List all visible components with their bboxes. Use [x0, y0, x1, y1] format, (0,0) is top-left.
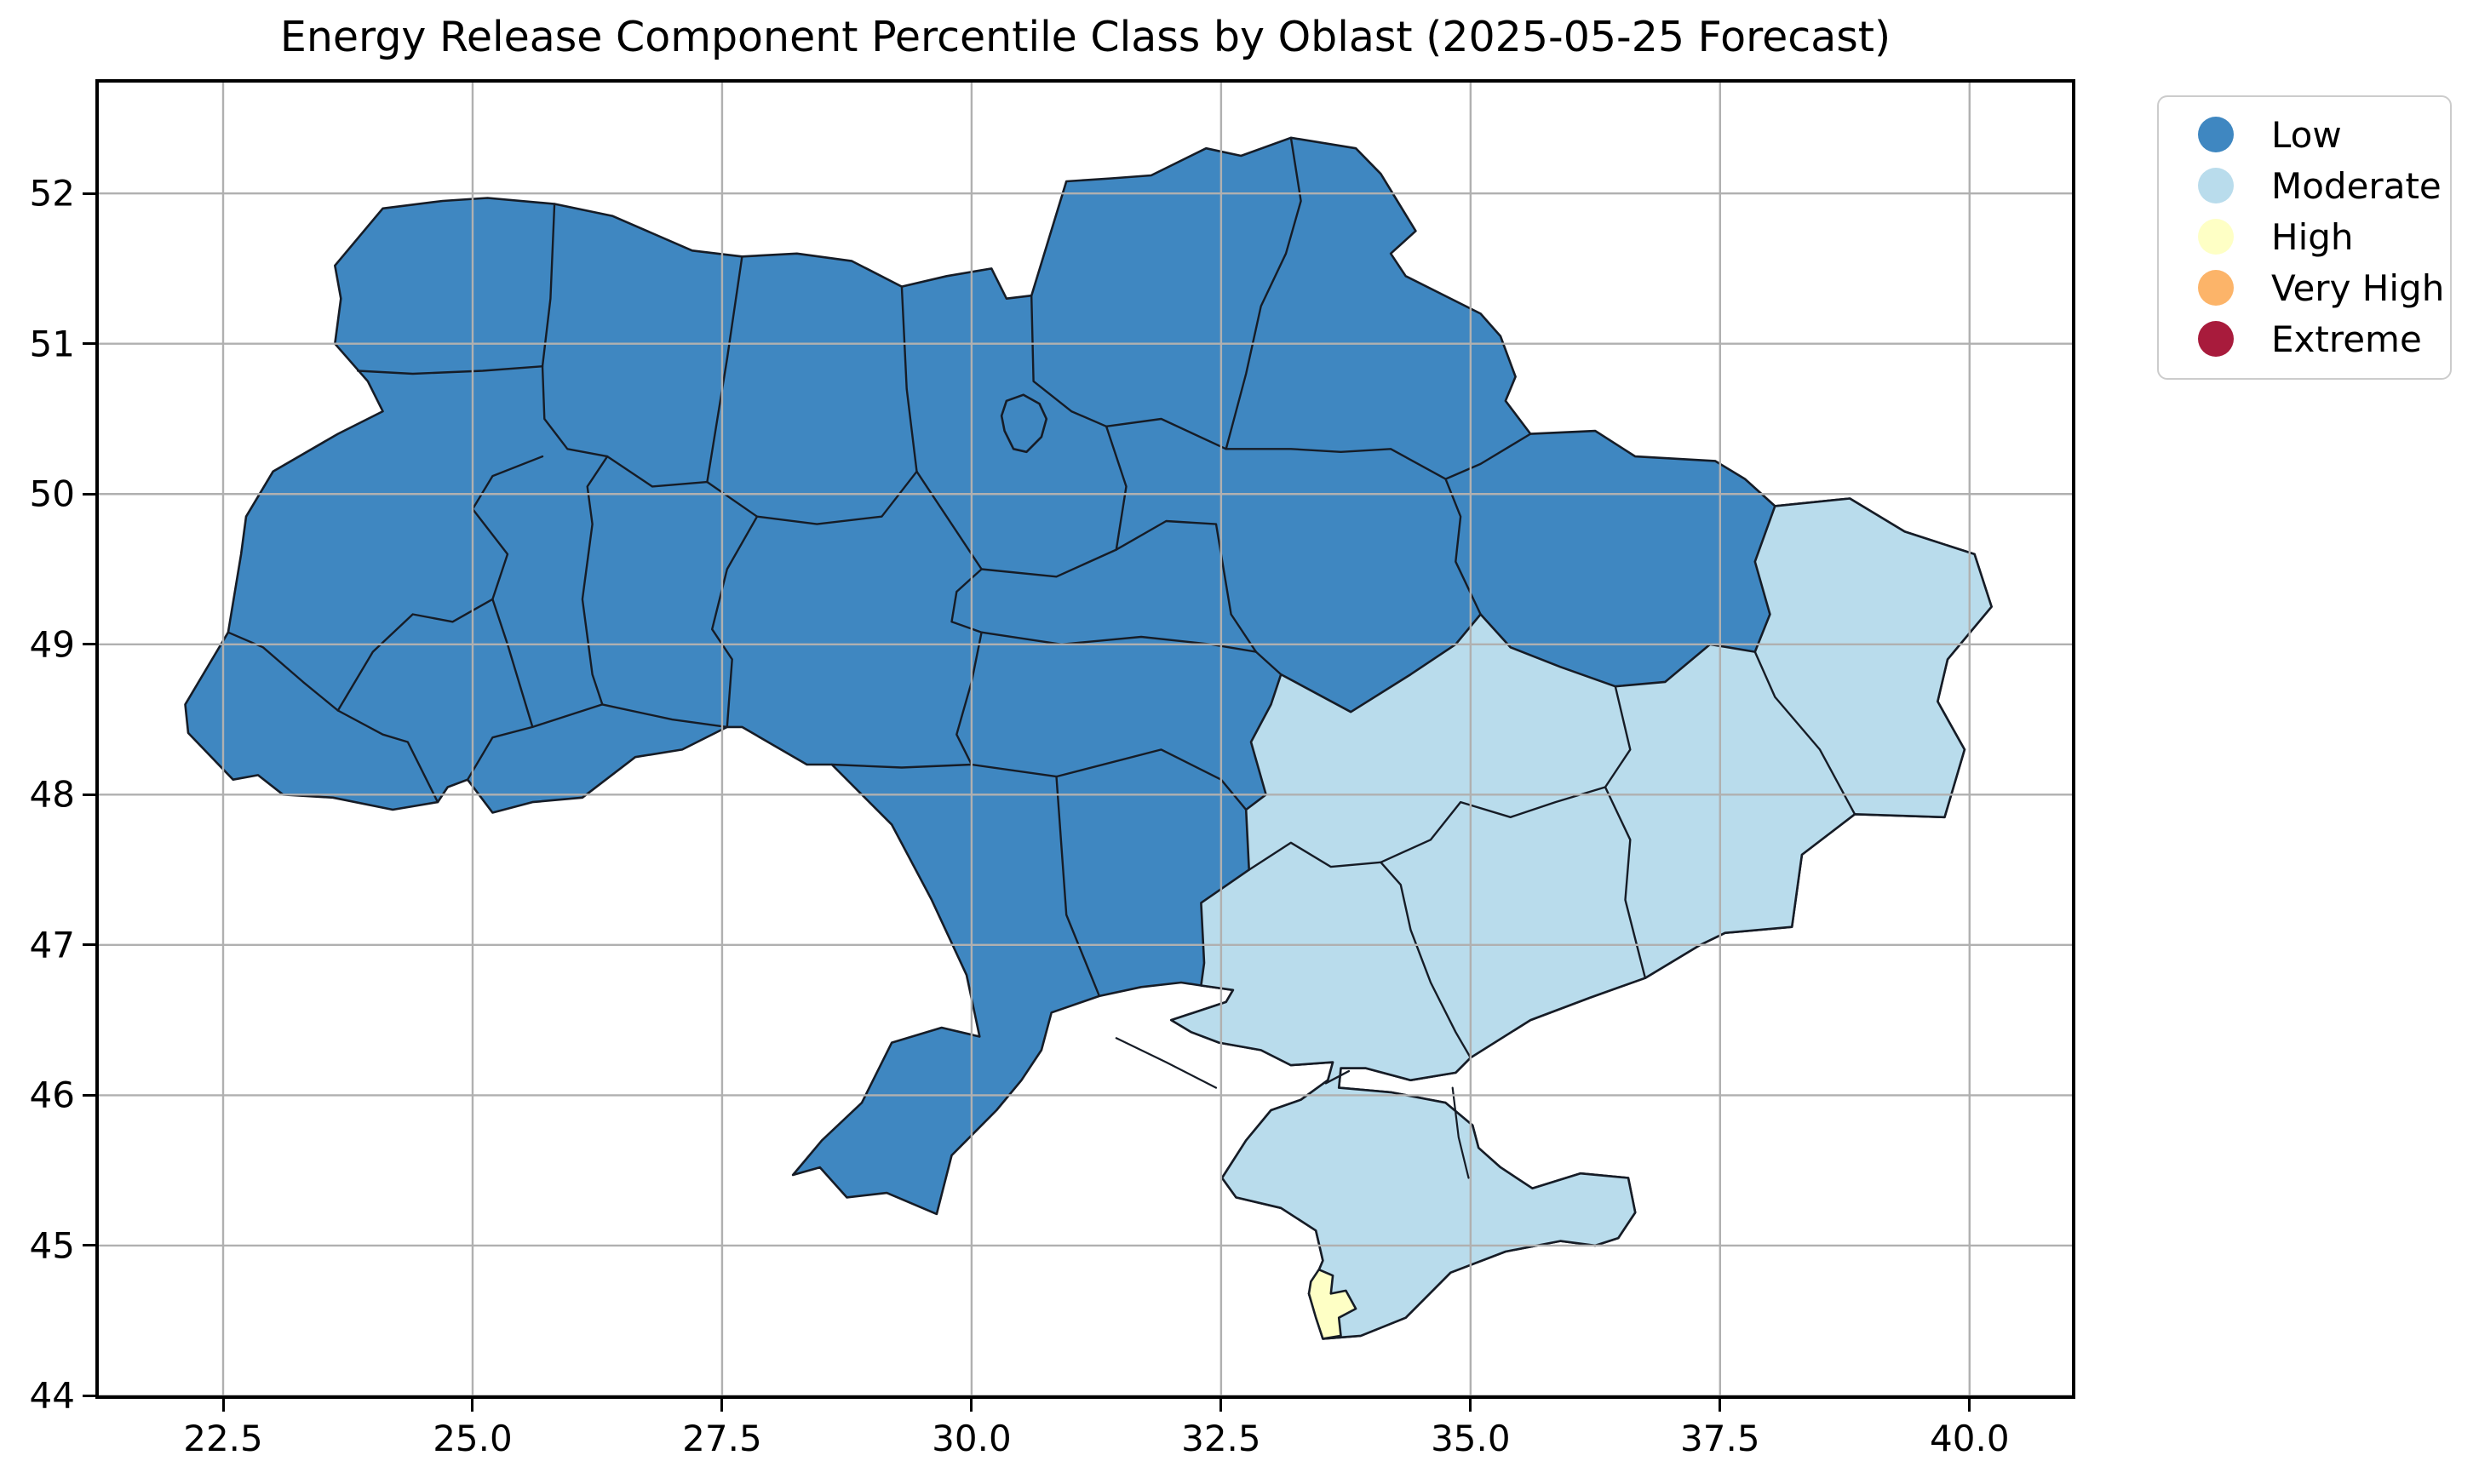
- legend-item-moderate: Moderate: [2159, 160, 2450, 211]
- oblast-border-line: [1444, 478, 1482, 616]
- legend-swatch-icon: [2198, 270, 2234, 306]
- coastal-spit-line: [1115, 1037, 1218, 1089]
- y-tick-label: 50: [29, 473, 75, 515]
- legend-label: Low: [2271, 113, 2342, 156]
- chart-title: Energy Release Component Percentile Clas…: [279, 13, 1891, 61]
- x-tick-mark: [221, 1399, 225, 1412]
- oblast-border-line: [706, 470, 918, 525]
- x-tick-mark: [1219, 1399, 1223, 1412]
- oblast-border-line: [1604, 786, 1647, 979]
- oblast-border-line: [1105, 425, 1128, 551]
- x-tick-label: 37.5: [1680, 1418, 1760, 1459]
- oblast-border-line: [980, 548, 1117, 578]
- x-tick-mark: [471, 1399, 474, 1412]
- oblast-border-line: [900, 285, 918, 473]
- oblast-border-line: [1604, 685, 1632, 788]
- gridlines: [95, 79, 2075, 1399]
- ukraine-map: [95, 79, 2075, 1399]
- oblast-border-line: [1753, 650, 1856, 816]
- x-tick-mark: [1719, 1399, 1722, 1412]
- oblast-border-line: [1324, 1069, 1351, 1085]
- legend-swatch-icon: [2198, 219, 2234, 255]
- oblast-border-line: [1225, 136, 1302, 450]
- x-tick-label: 32.5: [1181, 1418, 1261, 1459]
- x-tick-mark: [1469, 1399, 1472, 1412]
- y-tick-label: 47: [29, 924, 75, 966]
- legend-item-low: Low: [2159, 109, 2450, 160]
- oblast-border-line: [1105, 417, 1227, 450]
- coastal-spit-line: [1451, 1086, 1470, 1179]
- oblast-border-line: [1225, 448, 1447, 480]
- legend-label: Moderate: [2271, 164, 2442, 207]
- y-tick-mark: [83, 192, 95, 195]
- high-class-region-sevastopol: [1307, 1268, 1357, 1340]
- oblast-border-line: [1115, 519, 1258, 653]
- y-tick-mark: [83, 943, 95, 947]
- y-tick-mark: [83, 643, 95, 646]
- y-tick-label: 49: [29, 623, 75, 666]
- y-tick-label: 51: [29, 323, 75, 365]
- oblast-border-line: [1030, 295, 1108, 427]
- oblast-border-line: [1380, 786, 1607, 863]
- plot-area: [95, 79, 2075, 1399]
- y-tick-label: 45: [29, 1224, 75, 1267]
- oblast-border-line: [1248, 841, 1382, 871]
- y-tick-mark: [83, 1244, 95, 1247]
- oblast-border-line: [955, 631, 983, 766]
- map-regions: [184, 136, 1993, 1340]
- legend-label: Very High: [2271, 266, 2445, 309]
- x-tick-mark: [720, 1399, 724, 1412]
- oblast-border-line: [357, 365, 544, 375]
- y-tick-mark: [83, 1394, 95, 1397]
- oblast-border-line: [1444, 433, 1532, 480]
- legend: Low Moderate High Very High Extreme: [2157, 95, 2452, 380]
- x-tick-label: 25.0: [433, 1418, 513, 1459]
- y-tick-mark: [83, 342, 95, 346]
- x-tick-label: 30.0: [932, 1418, 1012, 1459]
- oblast-border-line: [980, 631, 1258, 653]
- y-tick-label: 44: [29, 1374, 75, 1417]
- x-tick-mark: [1968, 1399, 1971, 1412]
- axes-spines: [95, 79, 2075, 1399]
- legend-label: High: [2271, 215, 2354, 258]
- oblast-border-line: [950, 568, 983, 633]
- legend-swatch-icon: [2198, 168, 2234, 203]
- oblast-border-line: [1254, 650, 1283, 676]
- legend-item-very-high: Very High: [2159, 262, 2450, 313]
- kyiv-city-outline: [1000, 393, 1048, 454]
- legend-swatch-icon: [2198, 117, 2234, 152]
- legend-item-high: High: [2159, 211, 2450, 262]
- x-tick-label: 35.0: [1431, 1418, 1511, 1459]
- x-tick-label: 40.0: [1930, 1418, 2010, 1459]
- y-tick-mark: [83, 793, 95, 796]
- legend-label: Extreme: [2271, 318, 2422, 360]
- oblast-border-line: [711, 515, 759, 729]
- oblast-border-line: [1380, 861, 1472, 1059]
- x-tick-mark: [970, 1399, 973, 1412]
- oblast-border-line: [1055, 775, 1101, 998]
- oblast-border-line: [466, 703, 728, 781]
- oblast-border-line: [541, 365, 709, 488]
- x-tick-label: 27.5: [682, 1418, 762, 1459]
- oblast-border-line: [706, 255, 743, 484]
- oblast-border-line: [581, 455, 609, 706]
- legend-item-extreme: Extreme: [2159, 313, 2450, 364]
- y-tick-label: 46: [29, 1074, 75, 1116]
- y-tick-label: 48: [29, 773, 75, 816]
- y-tick-mark: [83, 1093, 95, 1097]
- y-tick-label: 52: [29, 172, 75, 215]
- oblast-border-line: [336, 598, 494, 712]
- x-tick-label: 22.5: [183, 1418, 263, 1459]
- y-tick-mark: [83, 492, 95, 496]
- moderate-class-region: [1170, 497, 1993, 1340]
- legend-swatch-icon: [2198, 321, 2234, 357]
